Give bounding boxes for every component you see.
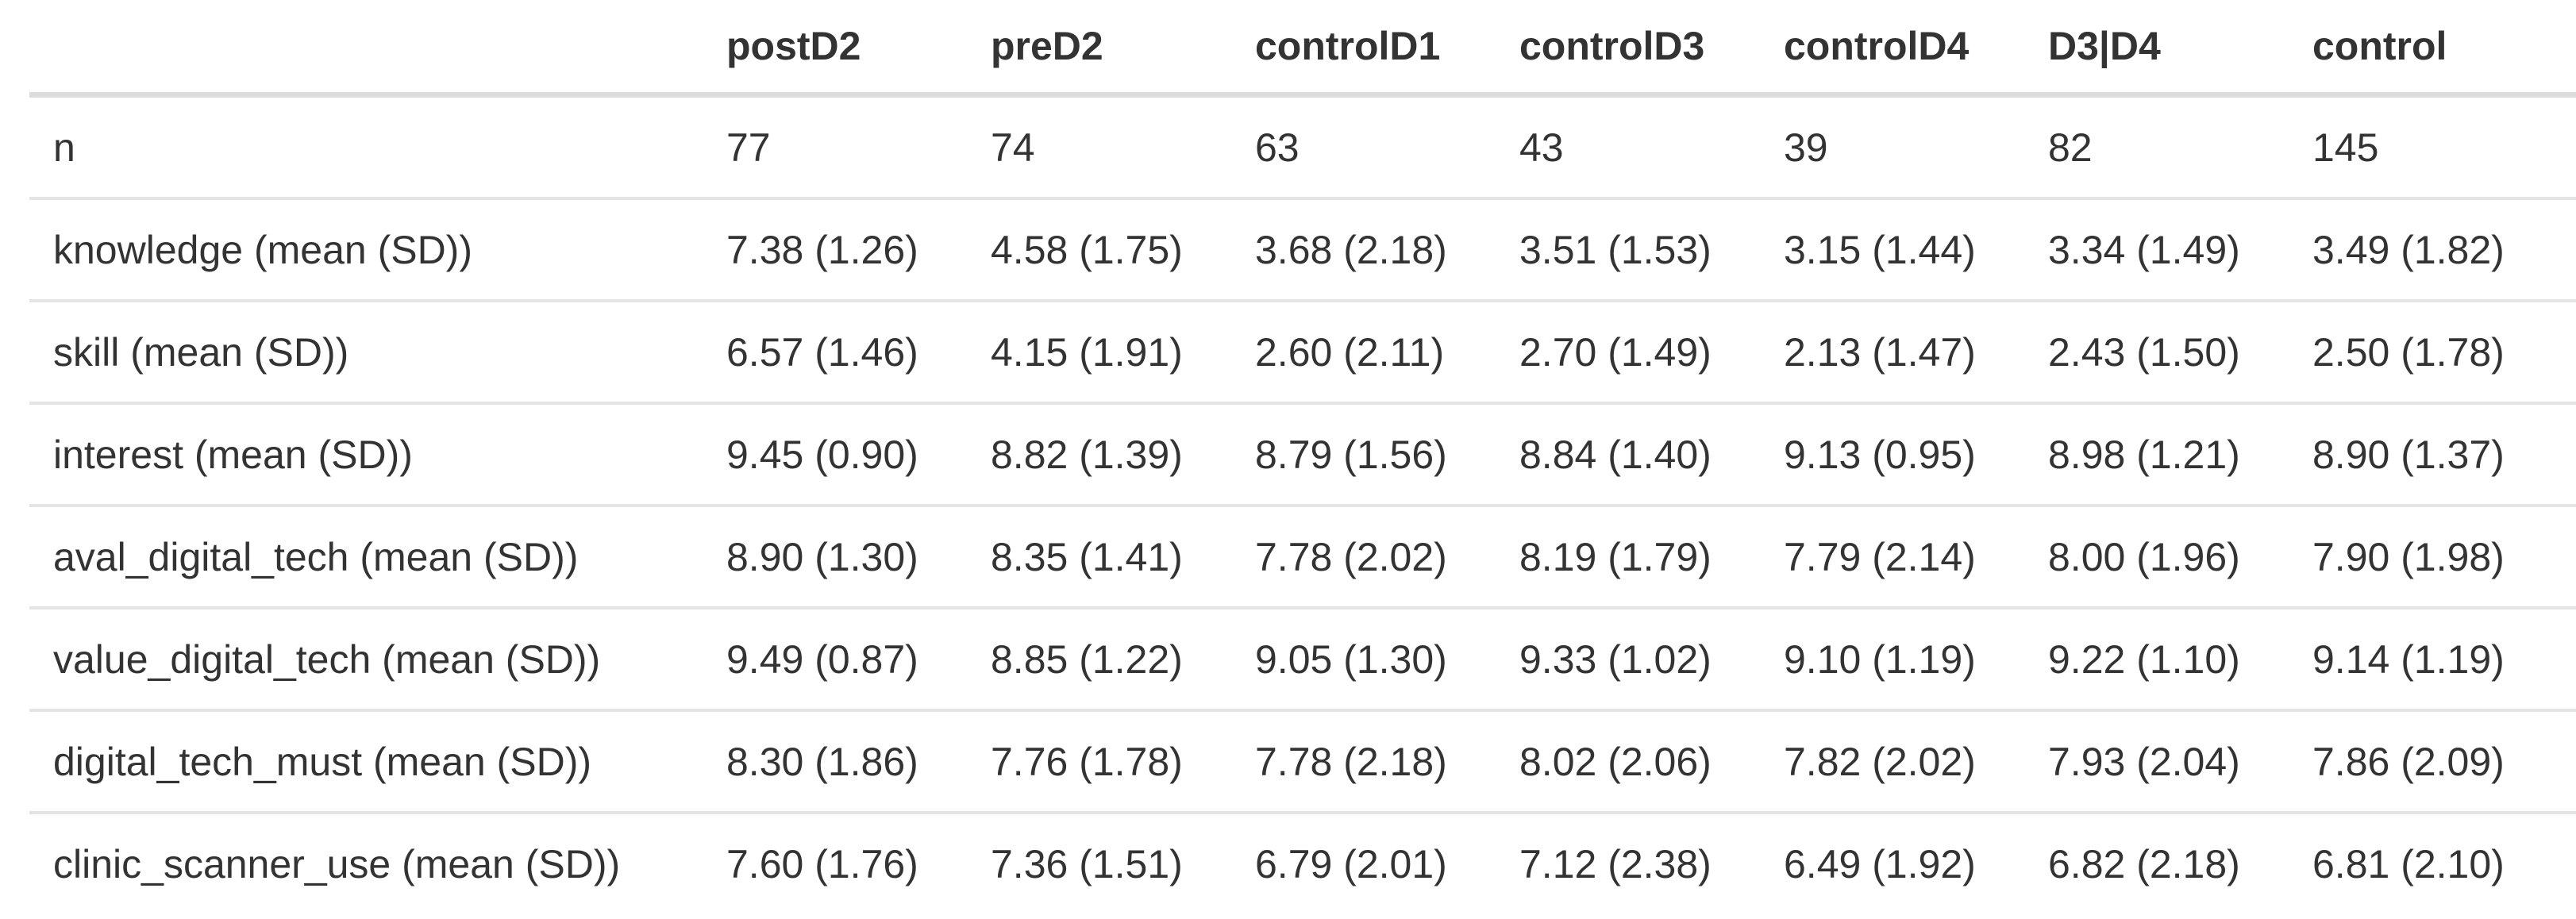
table-row: aval_digital_tech (mean (SD)) 8.90 (1.30)… — [29, 504, 2576, 608]
header-row: postD2 preD2 controlD1 controlD3 controlD4 D3… — [29, 0, 2576, 98]
cell: 43 — [1519, 125, 1564, 170]
cell: 7.76 (1.78) — [991, 709, 1255, 813]
table-row: value_digital_tech (mean (SD)) 9.49 (0.87… — [29, 606, 2576, 710]
row-label-column-header — [29, 0, 726, 98]
cell: 8.84 (1.40) — [1519, 402, 1784, 506]
cell: 77 — [726, 125, 771, 170]
table-row: skill (mean (SD)) 6.57 (1.46) 4.15 (1.91) 2… — [29, 299, 2576, 403]
cell: 3.49 (1.82) — [2312, 197, 2576, 301]
cell: 3.15 (1.44) — [1784, 197, 2048, 301]
cell: 2.13 (1.47) — [1784, 299, 2048, 403]
column-header-controlD4: controlD4 — [1784, 0, 2048, 98]
table-row: interest (mean (SD)) 9.45 (0.90) 8.82 (1.3… — [29, 402, 2576, 506]
cell: 6.81 (2.10) — [2312, 811, 2576, 913]
column-header-control: control — [2312, 0, 2576, 98]
table-row: knowledge (mean (SD)) 7.38 (1.26) 4.58 (1.… — [29, 197, 2576, 301]
cell: 8.19 (1.79) — [1519, 504, 1784, 608]
row-label: value_digital_tech (mean (SD)) — [29, 606, 726, 710]
column-header-preD2: preD2 — [991, 0, 1255, 98]
cell: 8.30 (1.86) — [726, 709, 991, 813]
cell: 8.00 (1.96) — [2048, 504, 2312, 608]
cell: 4.58 (1.75) — [991, 197, 1255, 301]
cell: 9.05 (1.30) — [1255, 606, 1519, 710]
cell: 9.22 (1.10) — [2048, 606, 2312, 710]
summary-table-container: postD2 preD2 controlD1 controlD3 controlD4 D3… — [29, 0, 2576, 913]
cell: 2.50 (1.78) — [2312, 299, 2576, 403]
table-row: n 77 74 63 43 39 82 145 — [29, 95, 2576, 199]
cell: 6.82 (2.18) — [2048, 811, 2312, 913]
cell: 9.14 (1.19) — [2312, 606, 2576, 710]
cell: 7.90 (1.98) — [2312, 504, 2576, 608]
cell: 39 — [1784, 125, 1828, 170]
row-label: knowledge (mean (SD)) — [29, 197, 726, 301]
row-label: clinic_scanner_use (mean (SD)) — [29, 811, 726, 913]
cell: 9.13 (0.95) — [1784, 402, 2048, 506]
row-label: interest (mean (SD)) — [29, 402, 726, 506]
cell: 9.45 (0.90) — [726, 402, 991, 506]
cell: 3.34 (1.49) — [2048, 197, 2312, 301]
cell: 4.15 (1.91) — [991, 299, 1255, 403]
cell: 7.12 (2.38) — [1519, 811, 1784, 913]
cell: 7.79 (2.14) — [1784, 504, 2048, 608]
row-label: aval_digital_tech (mean (SD)) — [29, 504, 726, 608]
cell: 7.60 (1.76) — [726, 811, 991, 913]
cell: 8.85 (1.22) — [991, 606, 1255, 710]
cell: 3.68 (2.18) — [1255, 197, 1519, 301]
cell: 82 — [2048, 125, 2093, 170]
cell: 7.36 (1.51) — [991, 811, 1255, 913]
cell: 8.35 (1.41) — [991, 504, 1255, 608]
column-header-postD2: postD2 — [726, 0, 991, 98]
cell: 74 — [991, 125, 1035, 170]
cell: 6.79 (2.01) — [1255, 811, 1519, 913]
cell: 7.93 (2.04) — [2048, 709, 2312, 813]
cell: 9.49 (0.87) — [726, 606, 991, 710]
table-row: digital_tech_must (mean (SD)) 8.30 (1.86)… — [29, 709, 2576, 813]
row-label: digital_tech_must (mean (SD)) — [29, 709, 726, 813]
cell: 9.10 (1.19) — [1784, 606, 2048, 710]
cell: 7.86 (2.09) — [2312, 709, 2576, 813]
column-header-controlD1: controlD1 — [1255, 0, 1519, 98]
table-body: n 77 74 63 43 39 82 145 knowledge (mean (SD)) 7.3… — [29, 95, 2576, 913]
cell: 8.82 (1.39) — [991, 402, 1255, 506]
cell: 145 — [2312, 125, 2379, 170]
cell: 3.51 (1.53) — [1519, 197, 1784, 301]
group-summary-table: postD2 preD2 controlD1 controlD3 controlD4 D3… — [29, 0, 2576, 913]
cell: 9.33 (1.02) — [1519, 606, 1784, 710]
cell: 7.78 (2.18) — [1255, 709, 1519, 813]
column-header-controlD3: controlD3 — [1519, 0, 1784, 98]
cell: 8.02 (2.06) — [1519, 709, 1784, 813]
cell: 8.90 (1.37) — [2312, 402, 2576, 506]
table-header: postD2 preD2 controlD1 controlD3 controlD4 D3… — [29, 0, 2576, 98]
cell: 63 — [1255, 125, 1300, 170]
cell: 2.60 (2.11) — [1255, 299, 1519, 403]
cell: 8.90 (1.30) — [726, 504, 991, 608]
row-label: skill (mean (SD)) — [29, 299, 726, 403]
cell: 2.70 (1.49) — [1519, 299, 1784, 403]
cell: 8.79 (1.56) — [1255, 402, 1519, 506]
cell: 7.82 (2.02) — [1784, 709, 2048, 813]
table-row: clinic_scanner_use (mean (SD)) 7.60 (1.76… — [29, 811, 2576, 913]
row-label: n — [53, 125, 75, 170]
cell: 8.98 (1.21) — [2048, 402, 2312, 506]
cell: 2.43 (1.50) — [2048, 299, 2312, 403]
cell: 6.57 (1.46) — [726, 299, 991, 403]
column-header-D3|D4: D3|D4 — [2048, 0, 2312, 98]
cell: 7.38 (1.26) — [726, 197, 991, 301]
cell: 7.78 (2.02) — [1255, 504, 1519, 608]
cell: 6.49 (1.92) — [1784, 811, 2048, 913]
